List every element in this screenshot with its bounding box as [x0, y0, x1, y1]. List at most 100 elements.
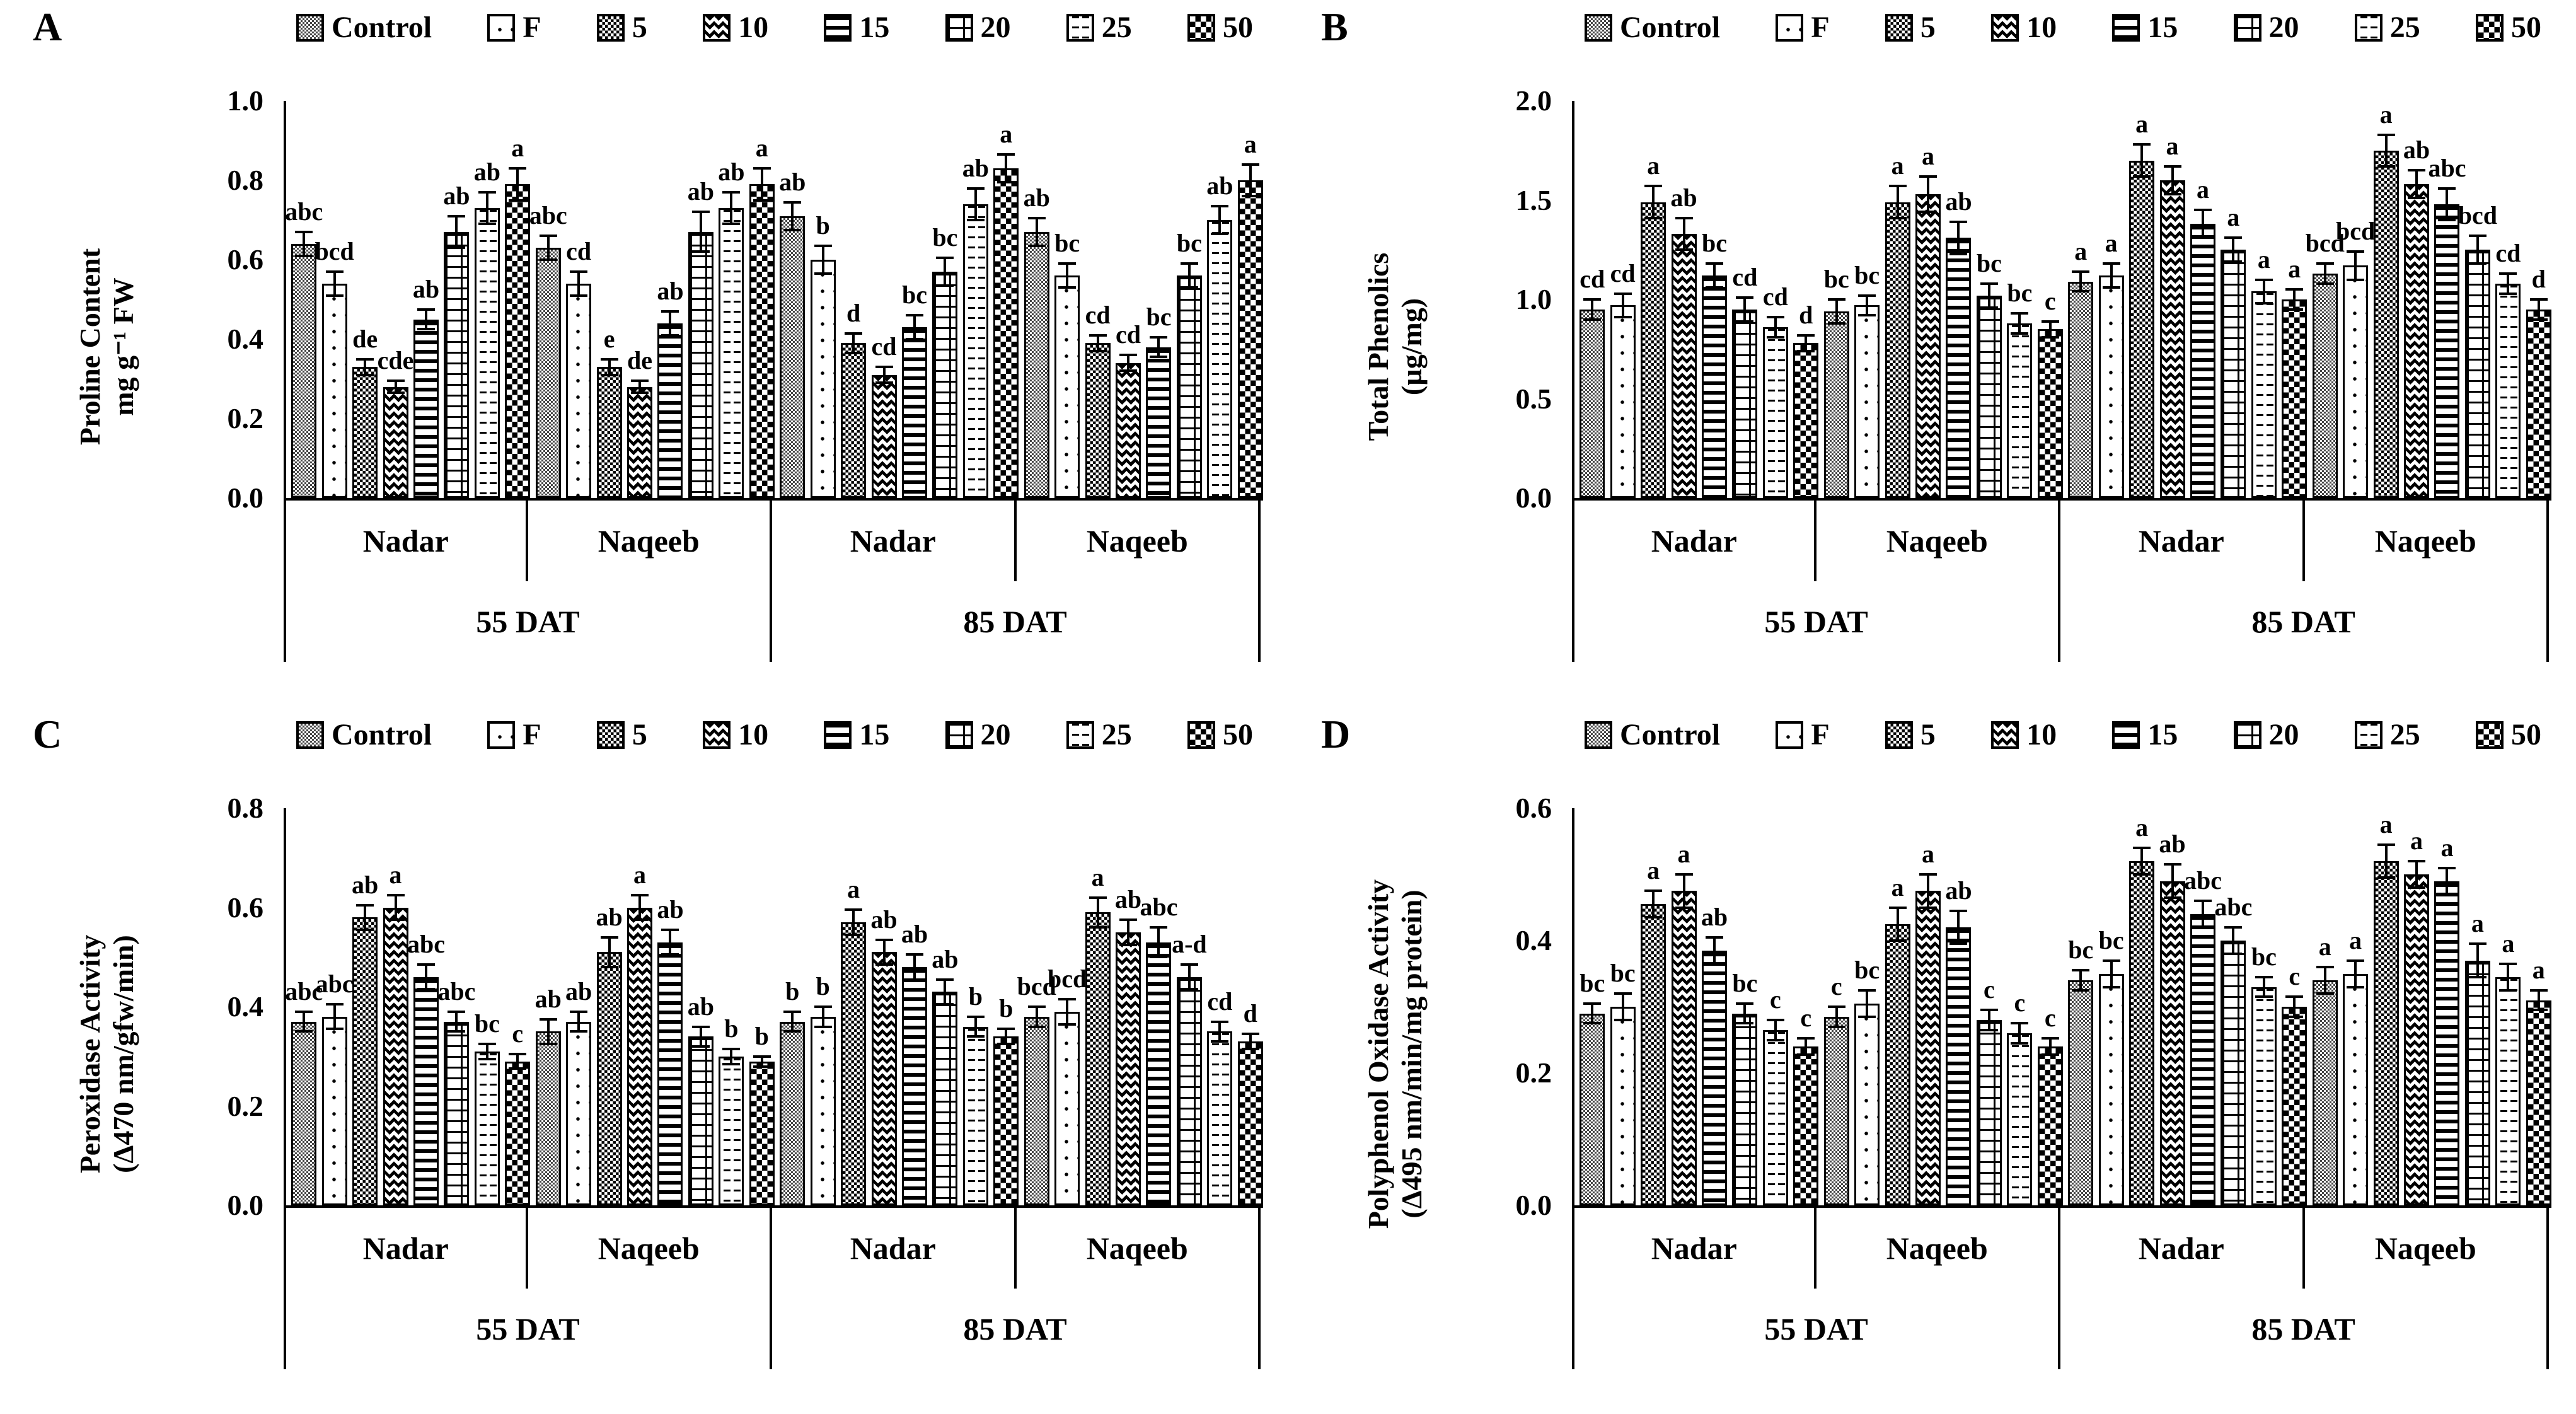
error-bar-top-cap [966, 1015, 985, 1018]
error-bar-bottom-cap [845, 933, 863, 936]
error-bar-top-cap [1058, 998, 1077, 1001]
legend-item-10: 10 [703, 13, 768, 43]
error-bar-bottom-cap [936, 1003, 954, 1006]
cultivar-row: Nadar Naqeeb Nadar Naqeeb [284, 501, 1261, 581]
legend-label: 5 [1920, 11, 1936, 44]
bar-5-naqeeb-55dat [1885, 924, 1910, 1205]
legend-item-20: 20 [945, 13, 1011, 43]
error-bar [1591, 299, 1594, 320]
bar-15-nadar-55dat [1701, 275, 1727, 498]
legend-swatch-15-pattern-icon [824, 721, 852, 749]
error-bar-top-cap [631, 893, 649, 896]
legend-swatch-20-pattern-icon [2233, 721, 2261, 749]
y-axis-tick-label: 0.2 [1515, 1057, 1552, 1089]
error-bar [455, 216, 458, 248]
error-bar-bottom-cap [2316, 992, 2334, 995]
significance-letter: bc [474, 1009, 500, 1038]
legend-item-10: 10 [1991, 720, 2057, 750]
error-bar-top-cap [2133, 143, 2151, 146]
error-bar [1035, 1007, 1038, 1027]
error-bar-bottom-cap [875, 381, 893, 385]
significance-letter: cd [1762, 282, 1788, 311]
legend-swatch-f-pattern-icon [487, 14, 516, 42]
significance-letter: cd [1085, 300, 1111, 329]
time-label: 85 DAT [2060, 1289, 2549, 1369]
error-bar-bottom-cap [1583, 1022, 1602, 1025]
y-axis-tick-label: 0.8 [227, 164, 264, 196]
legend-item-15: 15 [2112, 13, 2178, 43]
error-bar-top-cap [905, 314, 923, 317]
error-bar-bottom-cap [1027, 244, 1046, 247]
error-bar-top-cap [1858, 988, 1876, 992]
legend-label: F [523, 11, 541, 44]
significance-letter: a [1922, 840, 1935, 868]
bar-15-nadar-85dat [2190, 914, 2215, 1205]
y-axis-tick-label: 0.0 [227, 482, 264, 514]
error-bar-bottom-cap [1766, 335, 1784, 339]
legend-label: Control [332, 718, 432, 751]
error-bar-bottom-cap [2102, 985, 2120, 988]
significance-letter: d [846, 298, 861, 327]
y-axis-tick-label: 0.4 [1515, 924, 1552, 956]
error-bar-top-cap [783, 200, 802, 204]
y-axis-title-line2: mg g⁻¹ FW [107, 277, 139, 416]
error-bar-top-cap [814, 1005, 832, 1008]
error-bar-top-cap [1675, 873, 1693, 876]
error-bar-bottom-cap [356, 928, 374, 931]
error-bar-top-cap [2193, 209, 2212, 212]
legend-swatch-25-pattern-icon [1066, 721, 1094, 749]
error-bar [2110, 960, 2113, 987]
legend: Control F 5 10 15 20 25 50 [296, 6, 1253, 49]
error-bar [1157, 337, 1160, 357]
error-bar [821, 245, 824, 274]
error-bar-top-cap [2041, 1037, 2059, 1040]
error-bar-top-cap [1241, 163, 1259, 166]
panel-letter: C [33, 712, 62, 756]
bar-50-naqeeb-85dat [1237, 1041, 1263, 1205]
error-bar [913, 315, 916, 339]
error-bar [2140, 848, 2144, 874]
error-bar-top-cap [2011, 1022, 2029, 1025]
error-bar-top-cap [845, 332, 863, 335]
error-bar-top-cap [905, 953, 923, 956]
significance-letter: a [1891, 151, 1904, 180]
error-bar-top-cap [1089, 896, 1107, 899]
panel-total-phenolics: B Control F 5 10 15 20 25 50 Total Phenolics (µ… [1288, 0, 2576, 707]
significance-letter: a [2440, 833, 2454, 862]
error-bar-top-cap [2072, 969, 2090, 972]
legend-swatch-50-pattern-icon [2475, 14, 2504, 42]
significance-letter: c [2014, 988, 2026, 1017]
y-axis-title: Proline Content mg g⁻¹ FW [41, 126, 173, 567]
error-bar-top-cap [2347, 250, 2365, 253]
error-bar-bottom-cap [570, 294, 588, 297]
panel-peroxidase-activity: C Control F 5 10 15 20 25 50 Peroxidase Activit… [0, 707, 1288, 1414]
error-bar [303, 1011, 306, 1032]
error-bar [974, 1016, 977, 1037]
error-bar-bottom-cap [1119, 943, 1138, 946]
bar-50-nadar-85dat [2282, 1007, 2307, 1205]
cultivar-row: Nadar Naqeeb Nadar Naqeeb [1572, 1208, 2549, 1289]
error-bar [2446, 188, 2449, 220]
y-axis-tick-label: 2.0 [1515, 84, 1552, 117]
bar-control-nadar-85dat [2068, 980, 2094, 1205]
bar-25-naqeeb-55dat [719, 1056, 744, 1205]
error-bar-bottom-cap [1888, 939, 1907, 942]
time-label: 55 DAT [1572, 1289, 2060, 1369]
bar-15-nadar-55dat [413, 319, 439, 498]
error-bar [1927, 874, 1930, 908]
bar-5-naqeeb-55dat [1885, 202, 1910, 498]
error-bar-top-cap [691, 211, 710, 214]
error-bar-bottom-cap [2041, 1053, 2059, 1056]
bar-15-naqeeb-55dat [657, 942, 683, 1205]
significance-letter: a [755, 134, 768, 163]
error-bar [699, 1026, 702, 1046]
legend-label: 25 [1101, 718, 1132, 751]
significance-letter: abc [2183, 866, 2222, 895]
error-bar-bottom-cap [1949, 942, 1968, 946]
legend-item-15: 15 [824, 720, 889, 750]
error-bar-top-cap [570, 270, 588, 273]
significance-letter: a [2135, 110, 2149, 139]
y-axis-tick-label: 0.4 [227, 323, 264, 355]
bar-50-nadar-85dat [993, 1036, 1019, 1205]
bar-25-nadar-85dat [962, 1026, 988, 1205]
